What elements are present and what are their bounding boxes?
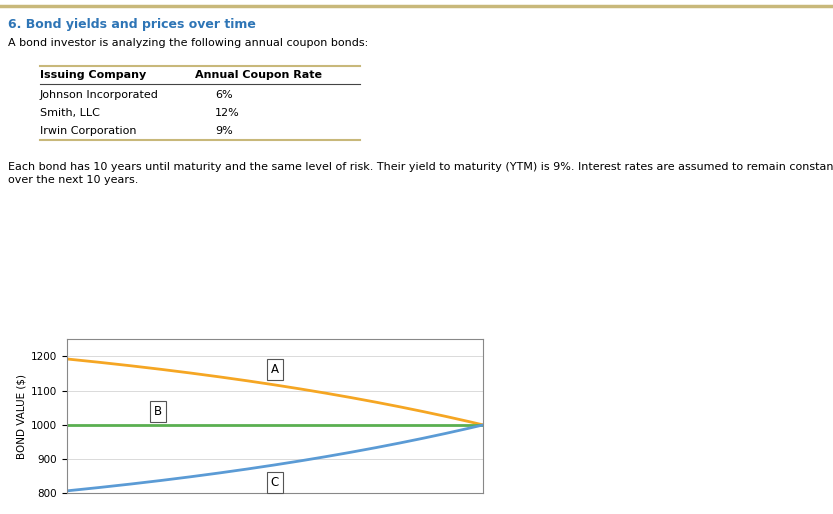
- Y-axis label: BOND VALUE ($): BOND VALUE ($): [17, 374, 27, 459]
- Text: 9%: 9%: [215, 126, 232, 136]
- Text: 6. Bond yields and prices over time: 6. Bond yields and prices over time: [8, 18, 256, 31]
- Text: B: B: [154, 405, 162, 418]
- Text: A: A: [271, 363, 279, 376]
- Text: Irwin Corporation: Irwin Corporation: [40, 126, 137, 136]
- Text: A bond investor is analyzing the following annual coupon bonds:: A bond investor is analyzing the followi…: [8, 38, 368, 48]
- Text: 12%: 12%: [215, 108, 240, 118]
- Text: Each bond has 10 years until maturity and the same level of risk. Their yield to: Each bond has 10 years until maturity an…: [8, 162, 833, 172]
- Text: Annual Coupon Rate: Annual Coupon Rate: [195, 70, 322, 80]
- Text: C: C: [271, 476, 279, 489]
- Text: 6%: 6%: [215, 90, 232, 100]
- Text: over the next 10 years.: over the next 10 years.: [8, 175, 138, 185]
- Text: Smith, LLC: Smith, LLC: [40, 108, 100, 118]
- Text: Johnson Incorporated: Johnson Incorporated: [40, 90, 159, 100]
- Text: Issuing Company: Issuing Company: [40, 70, 147, 80]
